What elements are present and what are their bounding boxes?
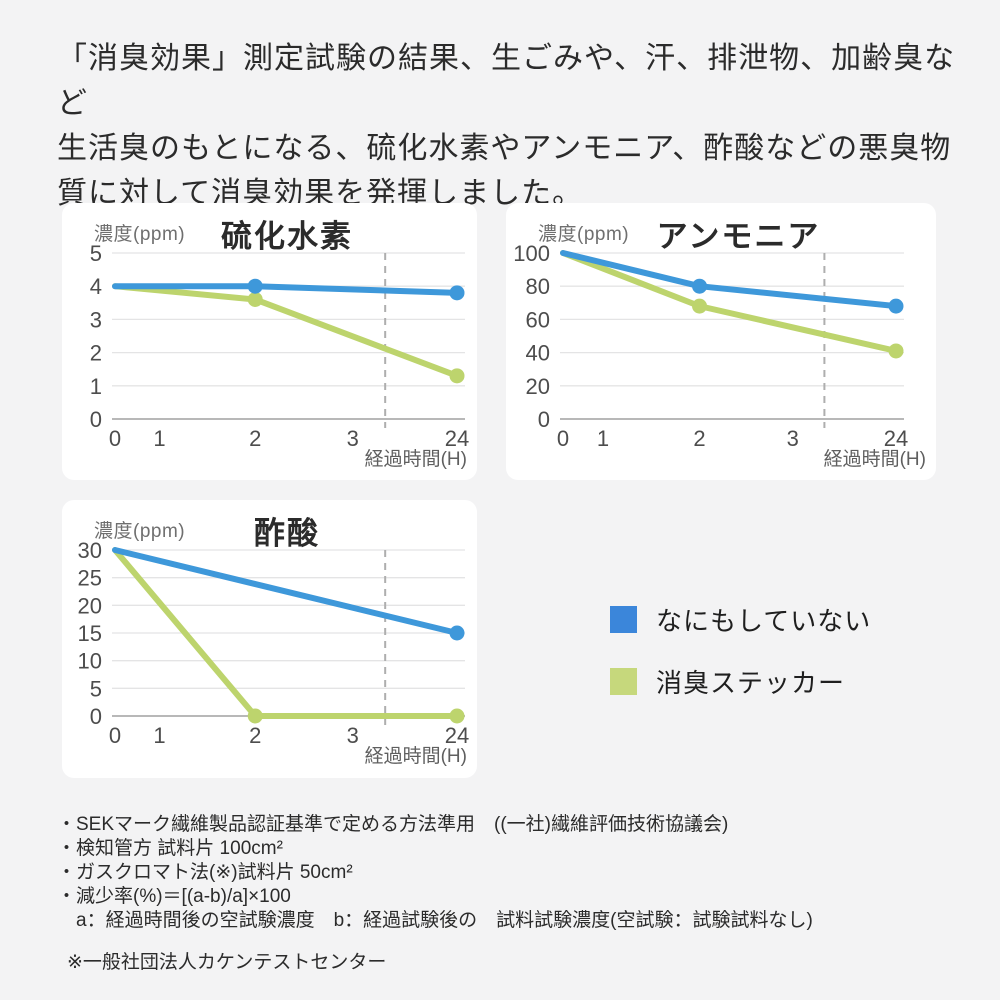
x-axis-unit-label: 経過時間(H) (364, 746, 467, 767)
legend-item-untreated: なにもしていない (610, 601, 871, 638)
svg-text:24: 24 (884, 426, 908, 451)
x-axis-unit-label: 経過時間(H) (364, 449, 467, 470)
footnote-line-3: ・ガスクロマト法(※)試料片 50cm² (57, 862, 353, 883)
svg-text:3: 3 (787, 426, 799, 451)
line-chart-hydrogen-sulfide: 5 4 3 2 1 00 1 2 3 24 (90, 241, 469, 451)
svg-text:25: 25 (78, 566, 102, 591)
y-axis-unit-label: 濃度(ppm) (94, 521, 186, 542)
svg-text:0: 0 (90, 407, 102, 432)
svg-text:5: 5 (90, 676, 102, 701)
svg-text:15: 15 (78, 621, 102, 646)
svg-text:10: 10 (78, 649, 102, 674)
svg-text:0: 0 (90, 704, 102, 729)
footnote-line-2: ・検知管方 試料片 100cm² (57, 838, 283, 859)
svg-text:0: 0 (109, 723, 121, 748)
legend-item-deodorant-sticker: 消臭ステッカー (610, 663, 871, 700)
svg-text:3: 3 (347, 723, 359, 748)
legend-swatch-green (610, 668, 637, 695)
svg-text:1: 1 (597, 426, 609, 451)
svg-text:0: 0 (109, 426, 121, 451)
footnotes: ・SEKマーク繊維製品認証基準で定める方法準用 ((一社)繊維評価技術協議会) … (57, 813, 813, 975)
chart-title-hydrogen-sulfide: 硫化水素 (221, 219, 353, 254)
svg-text:1: 1 (153, 426, 165, 451)
svg-text:2: 2 (249, 723, 261, 748)
chart-title-ammonia: アンモニア (656, 219, 821, 254)
svg-text:1: 1 (153, 723, 165, 748)
intro-line-1: 「消臭効果」測定試験の結果、生ごみや、汗、排泄物、加齢臭など (57, 42, 956, 120)
y-axis-unit-label: 濃度(ppm) (538, 224, 630, 245)
svg-text:20: 20 (78, 593, 102, 618)
legend-label-deodorant-sticker: 消臭ステッカー (656, 668, 846, 698)
footnote-line-4: ・減少率(%)＝[(a-b)/a]×100 (57, 886, 291, 907)
svg-text:0: 0 (538, 407, 550, 432)
chart-card-ammonia: 100 80 60 40 20 0 0 1 2 3 24 濃度(ppm) アンモニア 経過時間(H) (506, 203, 936, 480)
intro-line-2: 生活臭のもとになる、硫化水素やアンモニア、酢酸などの悪臭物 (57, 132, 952, 165)
svg-text:2: 2 (693, 426, 705, 451)
x-axis-unit-label: 経過時間(H) (823, 449, 926, 470)
svg-text:24: 24 (445, 723, 469, 748)
svg-text:30: 30 (78, 538, 102, 563)
svg-text:60: 60 (526, 307, 550, 332)
legend-swatch-blue (610, 606, 637, 633)
chart-card-acetic-acid: 30 25 20 15 10 5 0 0 1 2 3 24 濃度(ppm) 酢酸 経過時間(H) (62, 500, 477, 778)
svg-text:4: 4 (90, 274, 102, 299)
svg-text:3: 3 (90, 307, 102, 332)
svg-text:80: 80 (526, 274, 550, 299)
svg-text:20: 20 (526, 374, 550, 399)
svg-text:40: 40 (526, 341, 550, 366)
svg-text:2: 2 (90, 341, 102, 366)
chart-title-acetic-acid: 酢酸 (254, 516, 320, 551)
svg-text:100: 100 (513, 241, 550, 266)
y-axis-unit-label: 濃度(ppm) (94, 224, 186, 245)
intro-text: 「消臭効果」測定試験の結果、生ごみや、汗、排泄物、加齢臭など 生活臭のもとになる… (57, 36, 957, 216)
svg-text:1: 1 (90, 374, 102, 399)
footnote-line-5: a：経過時間後の空試験濃度 b：経過試験後の 試料試験濃度(空試験：試験試料なし… (57, 910, 813, 931)
svg-text:24: 24 (445, 426, 469, 451)
svg-text:5: 5 (90, 241, 102, 266)
chart-card-hydrogen-sulfide: 5 4 3 2 1 0 0 1 2 3 24 濃度(ppm) 硫化水素 経過時間(H) (62, 203, 477, 480)
legend-label-untreated: なにもしていない (656, 606, 872, 636)
svg-text:3: 3 (347, 426, 359, 451)
chart-legend: なにもしていない 消臭ステッカー (610, 601, 871, 700)
footnote-source: ※一般社団法人カケンテストセンター (67, 952, 387, 973)
footnote-line-1: ・SEKマーク繊維製品認証基準で定める方法準用 ((一社)繊維評価技術協議会) (57, 814, 729, 835)
line-chart-ammonia: 100 80 60 40 20 00 1 2 3 24 (513, 241, 908, 451)
svg-text:0: 0 (557, 426, 569, 451)
svg-text:2: 2 (249, 426, 261, 451)
